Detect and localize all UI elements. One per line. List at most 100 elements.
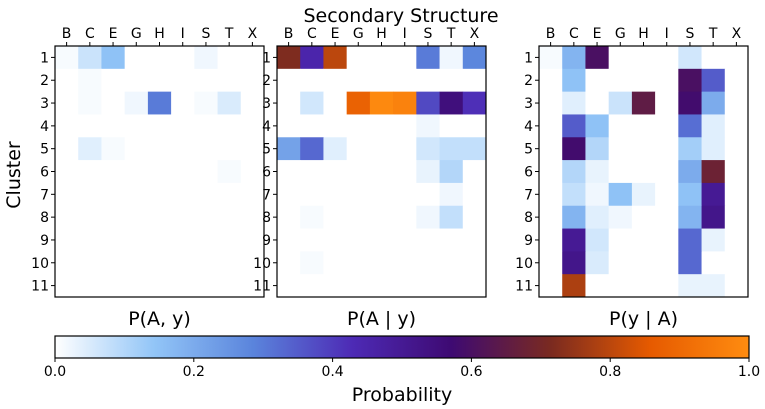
heatmap-cell — [439, 228, 464, 252]
heatmap-cell — [55, 274, 79, 298]
heatmap-cell — [300, 251, 324, 275]
heatmap-cell — [701, 251, 726, 275]
heatmap-cell — [678, 205, 702, 229]
heatmap-cell — [171, 274, 195, 298]
heatmap-cell — [678, 91, 702, 115]
heatmap-cell — [300, 91, 324, 115]
heatmap-cell — [462, 251, 487, 275]
heatmap-cell — [78, 160, 102, 184]
colorbar-label: Probability — [352, 384, 452, 406]
heatmap-cell — [194, 251, 218, 275]
heatmap-cell — [585, 91, 610, 115]
heatmap-cell — [124, 274, 149, 298]
heatmap-cell — [416, 228, 440, 252]
heatmap-cell — [562, 182, 586, 207]
heatmap-panel-3: B C E G H I S T X 1 2 3 4 5 6 7 8 9 10 11 P(y | A) — [515, 26, 749, 330]
heatmap-cell — [147, 228, 172, 252]
heatmap-cell — [147, 251, 172, 275]
heatmap-cell — [539, 137, 563, 161]
heatmap-cell — [631, 251, 656, 275]
heatmap-cell — [277, 274, 301, 298]
heatmap-cell — [147, 91, 172, 115]
heatmap-cell — [171, 91, 195, 115]
y-tick-label: 1 — [524, 50, 533, 66]
heatmap-cell — [101, 91, 126, 115]
y-tick-label: 3 — [262, 96, 271, 112]
heatmap-cell — [147, 182, 172, 207]
heatmap-cell — [277, 46, 301, 70]
heatmap-cell — [217, 91, 242, 115]
x-tick-label: X — [732, 26, 742, 42]
heatmap-cell — [439, 274, 464, 298]
heatmap-cell — [655, 46, 679, 70]
heatmap-cell — [562, 46, 586, 70]
x-tick-label: C — [85, 26, 95, 42]
heatmap-cell — [124, 205, 149, 229]
heatmap-cell — [300, 205, 324, 229]
heatmap-cell — [124, 91, 149, 115]
heatmap-cell — [78, 228, 102, 252]
colorbar-tick-label: 0.8 — [599, 364, 621, 380]
heatmap-cell — [240, 114, 265, 138]
heatmap-cell — [416, 91, 440, 115]
heatmap-cell — [346, 46, 371, 70]
heatmap-cell — [194, 114, 218, 138]
x-tick-label: G — [615, 26, 626, 42]
heatmap-cell — [101, 160, 126, 184]
x-tick-label: I — [181, 26, 185, 42]
heatmap-cell — [724, 274, 749, 298]
x-tick-label: H — [638, 26, 649, 42]
x-tick-label: B — [284, 26, 294, 42]
heatmap-cell — [194, 228, 218, 252]
heatmap-cell — [194, 137, 218, 161]
heatmap-cell — [631, 114, 656, 138]
panel-title: P(y | A) — [609, 308, 678, 330]
heatmap-cell — [101, 274, 126, 298]
x-tick-label: X — [248, 26, 258, 42]
colorbar: 0.0 0.2 0.4 0.6 0.8 1.0 — [44, 335, 760, 380]
heatmap-cell — [724, 114, 749, 138]
x-tick-label: E — [593, 26, 602, 42]
y-tick-label: 2 — [262, 73, 271, 89]
heatmap-cell — [124, 46, 149, 70]
heatmap-cell — [539, 251, 563, 275]
heatmap-cell — [194, 205, 218, 229]
heatmap-cell — [701, 68, 726, 93]
heatmap-cell — [393, 137, 417, 161]
heatmap-cell — [300, 46, 324, 70]
heatmap-cell — [147, 46, 172, 70]
heatmap-cell — [124, 137, 149, 161]
heatmap-cell — [462, 68, 487, 93]
heatmap-cell — [240, 251, 265, 275]
heatmap-cell — [608, 251, 633, 275]
heatmap-cell — [240, 46, 265, 70]
heatmap-cell — [462, 182, 487, 207]
colorbar-tick-label: 1.0 — [738, 364, 760, 380]
heatmap-cell — [439, 114, 464, 138]
y-tick-label: 10 — [515, 256, 533, 272]
heatmap-cell — [416, 205, 440, 229]
heatmap-cell — [416, 182, 440, 207]
heatmap-cell — [277, 205, 301, 229]
heatmap-cell — [124, 160, 149, 184]
heatmap-cell — [585, 114, 610, 138]
heatmap-cell — [78, 68, 102, 93]
heatmap-cell — [217, 160, 242, 184]
heatmap-cell — [300, 114, 324, 138]
x-tick-label: C — [569, 26, 579, 42]
heatmap-cell — [539, 160, 563, 184]
colorbar-gradient — [54, 335, 750, 359]
heatmap-cell — [416, 251, 440, 275]
heatmap-cell — [462, 91, 487, 115]
heatmap-cell — [562, 251, 586, 275]
heatmap-cell — [608, 91, 633, 115]
heatmap-cell — [539, 46, 563, 70]
heatmap-cell — [562, 91, 586, 115]
heatmap-cell — [562, 160, 586, 184]
heatmap-cell — [439, 91, 464, 115]
x-tick-label: S — [685, 26, 694, 42]
heatmap-cell — [416, 68, 440, 93]
heatmap-cell — [539, 114, 563, 138]
y-tick-label: 1 — [40, 50, 49, 66]
figure-title: Secondary Structure — [303, 5, 498, 27]
